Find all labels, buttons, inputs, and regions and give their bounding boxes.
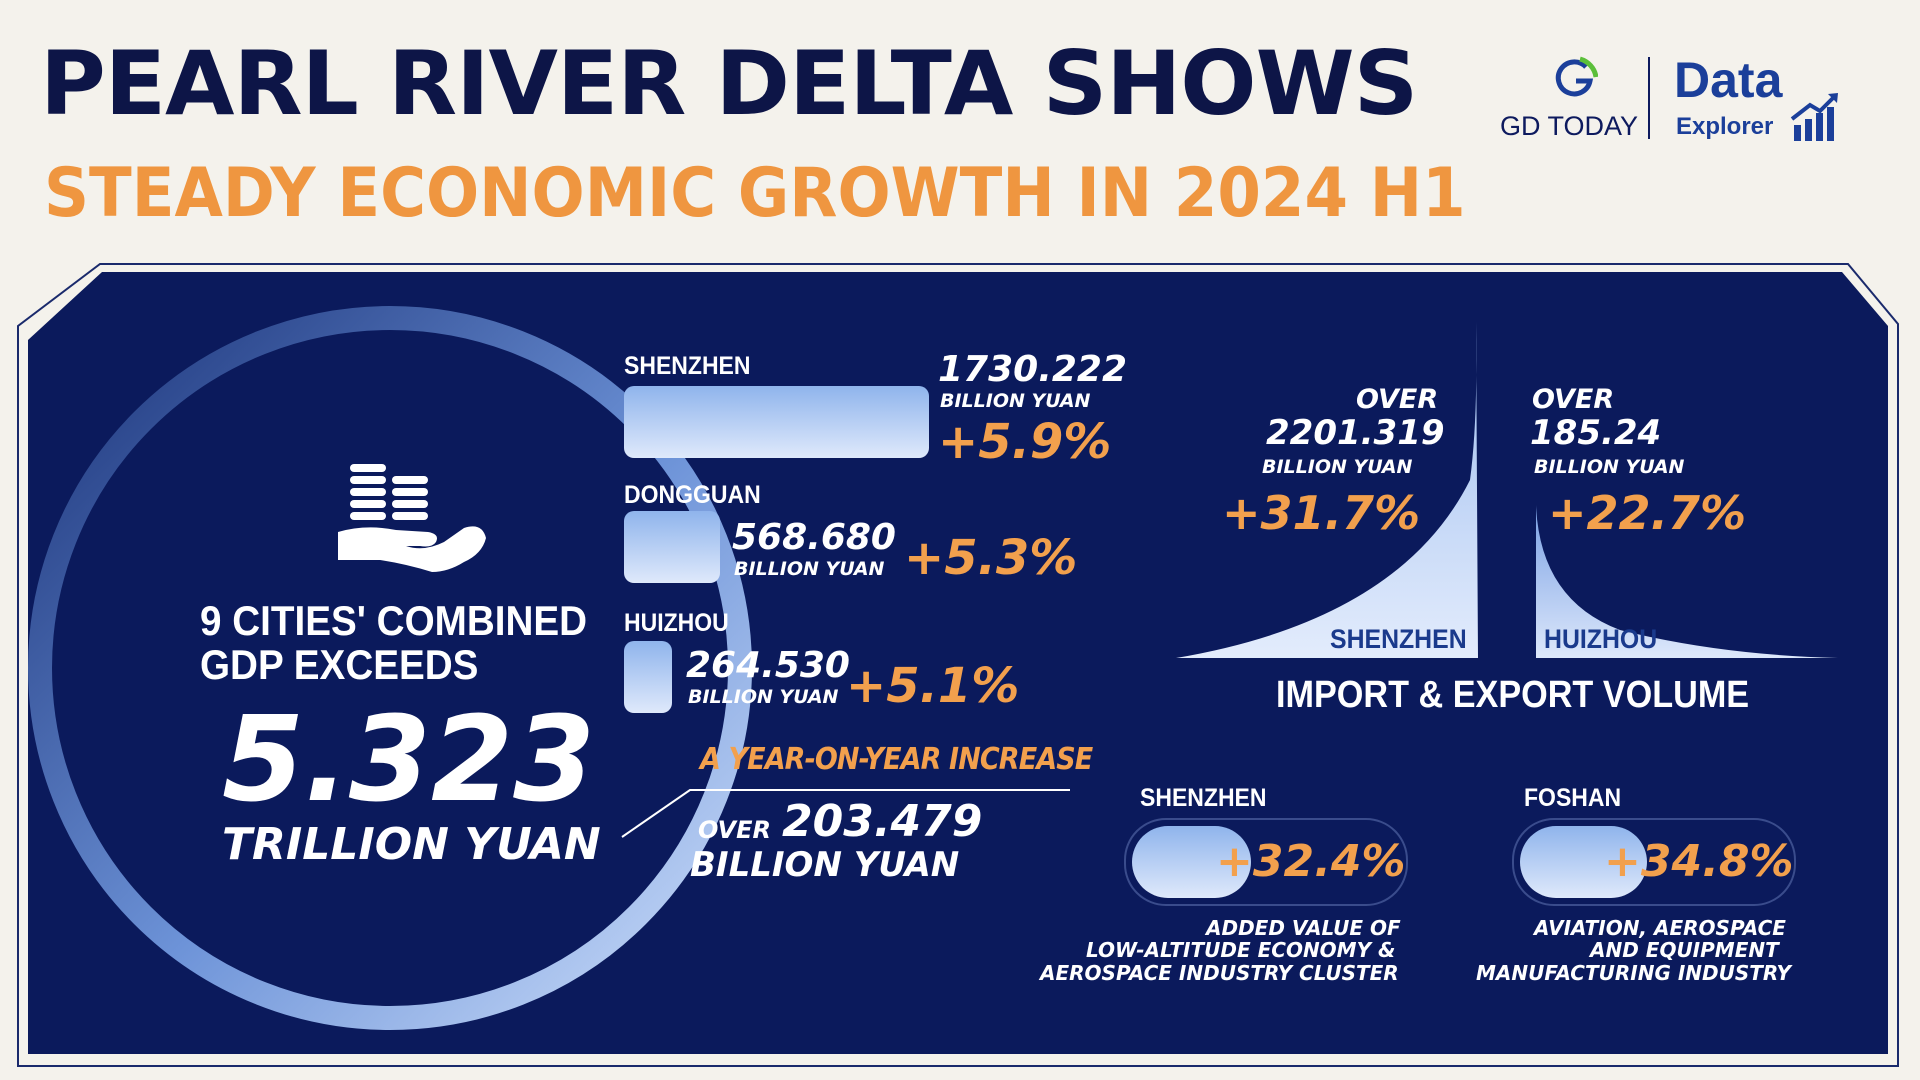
product-name-line2: Explorer — [1676, 113, 1774, 140]
yoy-label: A YEAR-ON-YEAR INCREASE — [700, 742, 1093, 777]
industry-desc-shenzhen-2: LOW-ALTITUDE ECONOMY & — [1086, 938, 1396, 962]
title-line-2: STEADY ECONOMIC GROWTH IN 2024 H1 — [44, 154, 1466, 233]
gdp-growth-shenzhen: +5.9% — [938, 414, 1112, 470]
gdp-city-shenzhen: SHENZHEN — [624, 352, 751, 380]
gdp-city-huizhou: HUIZHOU — [624, 609, 729, 637]
gdp-bar-huizhou — [624, 641, 672, 713]
gdp-bar-dongguan — [624, 511, 720, 583]
trade-value-huizhou: 185.24 — [1530, 413, 1662, 453]
industry-desc-shenzhen-1: ADDED VALUE OF — [1206, 916, 1401, 940]
industry-growth-foshan: +34.8% — [1604, 836, 1794, 887]
trade-title: IMPORT & EXPORT VOLUME — [1276, 674, 1750, 716]
industry-pill-foshan — [1512, 818, 1796, 906]
title-line-1: PEARL RIVER DELTA SHOWS — [40, 32, 1418, 135]
huizhou-trade-shape — [1536, 505, 1838, 658]
gdp-value-dongguan: 568.680 — [732, 517, 896, 558]
industry-desc-foshan-3: MANUFACTURING INDUSTRY — [1476, 961, 1791, 985]
gdp-growth-dongguan: +5.3% — [904, 530, 1078, 586]
gdp-unit-huizhou: BILLION YUAN — [688, 686, 839, 708]
bar-chart-icon — [1790, 93, 1838, 141]
logo: GD TODAY Data Explorer — [1490, 52, 1850, 155]
logo-divider — [1648, 57, 1650, 139]
gdp-value-huizhou: 264.530 — [686, 645, 850, 686]
trade-unit-shenzhen: BILLION YUAN — [1262, 456, 1413, 478]
gd-logo-icon — [1555, 56, 1598, 97]
industry-growth-shenzhen: +32.4% — [1216, 836, 1406, 887]
trade-city-huizhou: HUIZHOU — [1544, 624, 1658, 654]
trade-prefix-huizhou: OVER — [1532, 384, 1615, 415]
trade-growth-huizhou: +22.7% — [1548, 486, 1747, 540]
trade-prefix-shenzhen: OVER — [1356, 384, 1439, 415]
total-value: 5.323 — [222, 690, 596, 828]
trade-growth-shenzhen: +31.7% — [1222, 486, 1421, 540]
industry-city-foshan: FOSHAN — [1524, 784, 1622, 812]
industry-city-shenzhen: SHENZHEN — [1140, 784, 1267, 812]
industry-fill-shenzhen — [1132, 826, 1251, 898]
gdp-ring — [28, 306, 752, 1030]
total-line-2: GDP EXCEEDS — [200, 641, 479, 688]
product-name-line1: Data — [1674, 52, 1783, 108]
industry-desc-shenzhen-3: AEROSPACE INDUSTRY CLUSTER — [1040, 961, 1399, 985]
total-line-1: 9 CITIES' COMBINED — [200, 597, 588, 644]
trade-value-shenzhen: 2201.319 — [1266, 413, 1445, 453]
trade-city-shenzhen: SHENZHEN — [1330, 624, 1467, 654]
yoy-unit: BILLION YUAN — [690, 845, 960, 885]
brand-name: GD TODAY — [1500, 111, 1639, 141]
industry-pill-shenzhen — [1124, 818, 1408, 906]
industry-desc-foshan-2: AND EQUIPMENT — [1590, 938, 1779, 962]
gdp-city-dongguan: DONGGUAN — [624, 481, 761, 509]
gdp-bar-shenzhen — [624, 386, 929, 458]
yoy-prefix: OVER — [698, 816, 771, 844]
gdp-value-shenzhen: 1730.222 — [938, 349, 1128, 390]
gdp-unit-dongguan: BILLION YUAN — [734, 558, 885, 580]
total-unit: TRILLION YUAN — [222, 819, 601, 870]
gdp-unit-shenzhen: BILLION YUAN — [940, 390, 1091, 412]
coins-hand-icon — [338, 464, 486, 572]
trade-unit-huizhou: BILLION YUAN — [1534, 456, 1685, 478]
industry-desc-foshan-1: AVIATION, AEROSPACE — [1534, 916, 1786, 940]
industry-fill-foshan — [1520, 826, 1647, 898]
gdp-growth-huizhou: +5.1% — [846, 658, 1020, 714]
shenzhen-trade-shape — [1176, 322, 1478, 658]
yoy-divider — [621, 789, 1070, 838]
yoy-value: 203.479 — [782, 796, 983, 847]
